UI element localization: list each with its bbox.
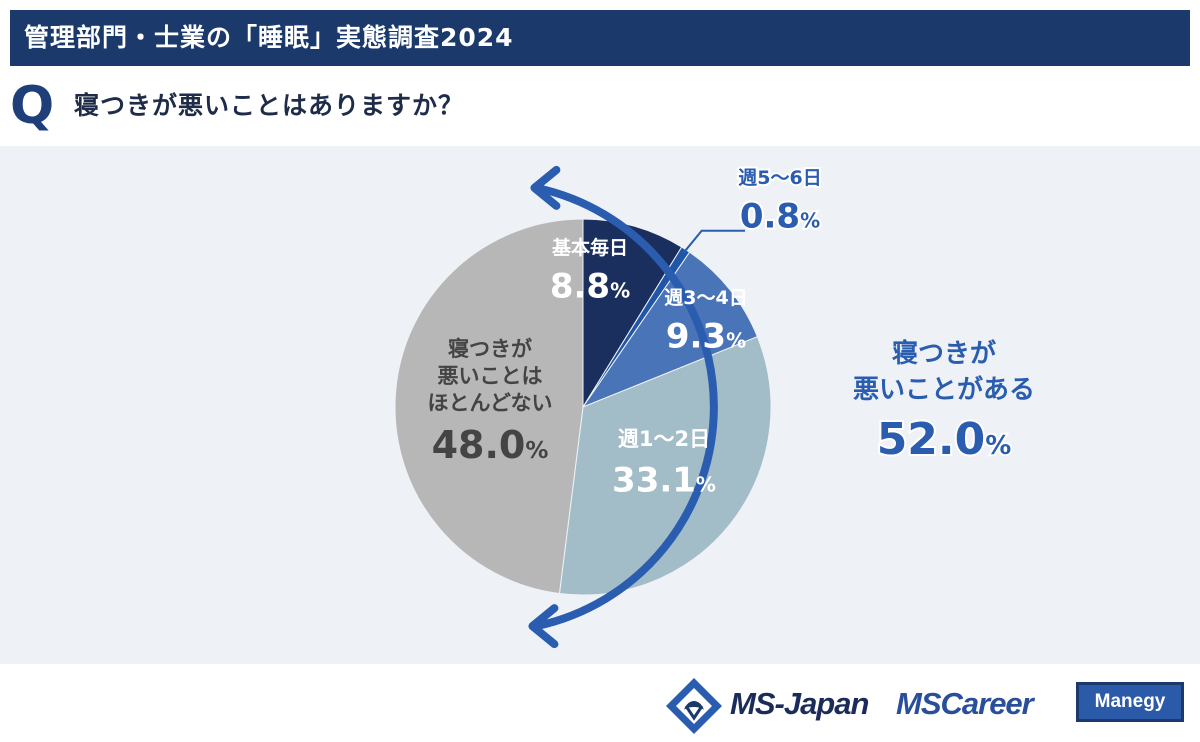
slice-value: 48.0% [432,423,549,467]
pie-slice [582,218,683,409]
pie-slice [581,251,759,409]
question-mark: Q [10,76,55,136]
ms-japan-logo: MS-Japan [730,686,869,721]
annotation-label: 寝つきが [892,338,996,369]
arrow-head-bottom [528,604,559,649]
slice-label: 寝つきが [448,337,532,361]
leader-line [682,229,745,254]
bracket-arc [535,183,718,631]
footer [0,664,1200,742]
pie-chart: 基本毎日 8.8% 週5〜6日 0.8% 週3〜4日 9.3% 週1〜2日 33.1% 寝つきが… [394,165,1035,649]
slice-value: 0.8% [740,197,820,237]
mscareer-logo: MSCareer [896,686,1034,721]
slice-value: 8.8% [550,267,630,307]
slice-label: 基本毎日 [551,236,628,259]
slice-value: 33.1% [612,461,716,501]
manegy-logo: Manegy [1076,682,1184,722]
bracket-arrow [528,165,718,649]
slice-label: 悪いことは [438,364,543,388]
slice-label: 週5〜6日 [738,167,821,189]
annotation-label: 悪いことがある [853,374,1035,405]
pie-slice [394,218,584,595]
slice-label: ほとんどない [428,391,553,415]
ms-japan-logo-icon [666,678,722,734]
slice-label: 週1〜2日 [618,427,710,451]
arrow-head-top [530,165,561,210]
annotation-value: 52.0% [877,414,1012,465]
question-text: 寝つきが悪いことはありますか？ [74,91,465,120]
slice-label: 週3〜4日 [664,287,747,309]
slice-value: 9.3% [666,317,746,357]
page-title: 管理部門・士業の「睡眠」実態調査2024 [10,10,1190,66]
